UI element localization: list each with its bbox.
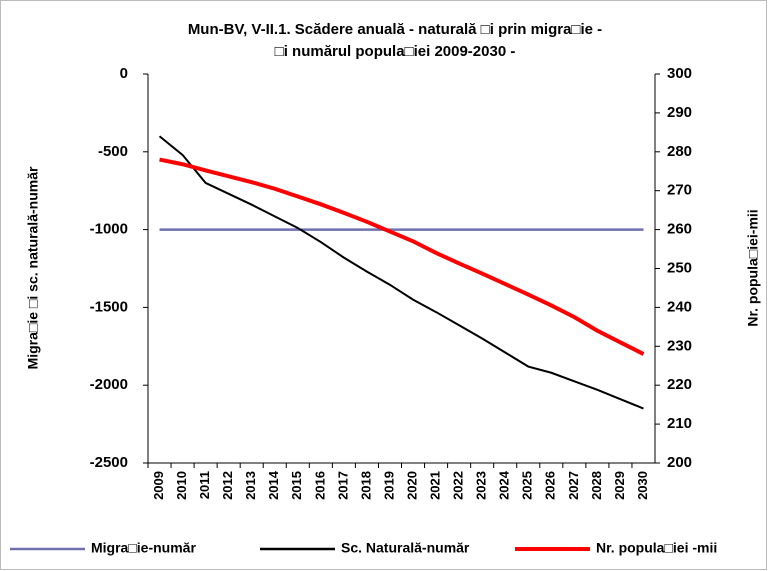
y2-tick-label: 250: [667, 259, 692, 276]
series-line: [158, 135, 644, 410]
x-tick-label: 2030: [635, 471, 650, 500]
x-tick-label: 2021: [428, 471, 443, 500]
legend-label: Migra□ie-număr: [91, 540, 196, 556]
chart-title: Mun-BV, V-II.1. Scădere anuală - natural…: [188, 21, 602, 38]
x-tick-label: 2018: [358, 471, 373, 500]
y2-tick-label: 300: [667, 65, 692, 82]
y2-tick-label: 280: [667, 143, 692, 160]
x-tick-label: 2009: [151, 471, 166, 500]
y2-tick-label: 200: [667, 454, 692, 471]
y-tick-label: -1000: [90, 221, 128, 238]
x-tick-label: 2011: [197, 471, 212, 499]
y-tick-label: -1500: [90, 298, 128, 315]
x-tick-label: 2019: [381, 471, 396, 500]
y-axis-label: Migra□ie □i sc. naturală-număr: [25, 166, 41, 369]
x-tick-label: 2026: [543, 471, 558, 500]
x-tick-label: 2028: [589, 471, 604, 500]
x-tick-label: 2012: [220, 471, 235, 500]
x-tick-label: 2010: [174, 471, 189, 500]
y-tick-label: 0: [120, 65, 128, 82]
y2-axis-label: Nr. popula□iei-mii: [745, 209, 761, 326]
y-tick-label: -500: [98, 143, 128, 160]
y2-tick-label: 220: [667, 376, 692, 393]
x-tick-label: 2022: [451, 471, 466, 500]
legend-label: Nr. popula□iei -mii: [596, 540, 717, 556]
y-tick-label: -2500: [90, 454, 128, 471]
y2-tick-label: 230: [667, 337, 692, 354]
x-tick-label: 2029: [612, 471, 627, 500]
x-tick-label: 2016: [312, 471, 327, 500]
y2-tick-label: 260: [667, 221, 692, 238]
x-tick-label: 2024: [497, 470, 512, 500]
x-tick-label: 2013: [243, 471, 258, 500]
chart-title: □i numărul popula□iei 2009-2030 -: [275, 43, 516, 60]
x-tick-label: 2015: [289, 471, 304, 500]
y2-tick-label: 240: [667, 298, 692, 315]
x-tick-label: 2020: [404, 471, 419, 500]
y-tick-label: -2000: [90, 376, 128, 393]
x-tick-label: 2014: [266, 470, 281, 500]
y2-tick-label: 210: [667, 415, 692, 432]
y2-tick-label: 290: [667, 104, 692, 121]
x-tick-label: 2027: [566, 471, 581, 500]
x-tick-label: 2025: [520, 471, 535, 500]
series-line: [159, 157, 645, 356]
y2-tick-label: 270: [667, 182, 692, 199]
legend-label: Sc. Naturală-număr: [341, 540, 470, 556]
x-tick-label: 2017: [335, 471, 350, 500]
x-tick-label: 2023: [474, 471, 489, 500]
